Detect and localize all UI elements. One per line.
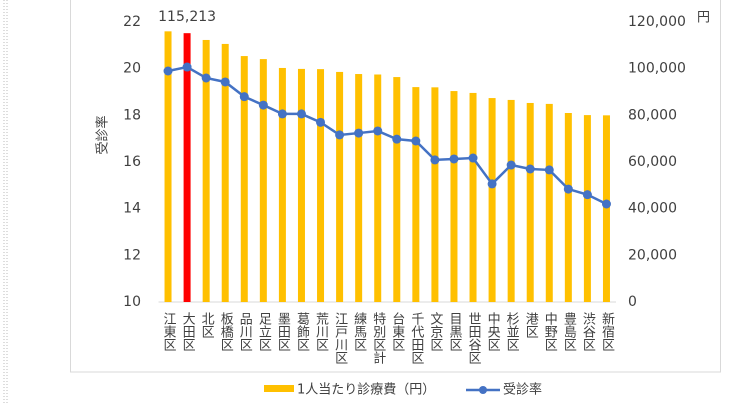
bar <box>545 103 553 303</box>
y2-tick-label: 60,000 <box>628 154 677 170</box>
x-tick-label: 世田谷区 <box>466 312 482 364</box>
x-tick-label: 豊島区 <box>561 312 577 351</box>
x-tick-label: 品川区 <box>237 312 253 351</box>
line-marker <box>277 109 287 119</box>
legend-swatch <box>264 385 294 392</box>
bar <box>259 59 267 302</box>
x-tick-label: 渋谷区 <box>580 312 596 351</box>
line-marker <box>373 126 383 136</box>
y2-tick-label: 0 <box>628 294 637 310</box>
bar <box>164 31 172 302</box>
x-tick-label: 板橋区 <box>218 312 234 351</box>
x-tick-label: 墨田区 <box>275 312 291 351</box>
bar <box>488 98 496 302</box>
bar <box>431 87 439 302</box>
line-marker <box>411 136 421 146</box>
line-marker <box>354 128 364 138</box>
bar <box>393 77 401 302</box>
y2-tick-label: 100,000 <box>628 61 686 77</box>
y2-unit: 円 <box>697 11 710 26</box>
bar <box>526 102 534 302</box>
line-marker <box>220 77 230 87</box>
legend-label: 1人当たり診療費（円） <box>297 382 435 398</box>
x-tick-label: 台東区 <box>389 312 405 351</box>
y2-tick-label: 80,000 <box>628 107 677 123</box>
x-tick-label: 練馬区 <box>351 312 367 351</box>
x-tick-label: 港区 <box>523 312 539 338</box>
bar <box>564 113 572 302</box>
line-marker <box>258 100 268 110</box>
line-marker <box>392 134 402 144</box>
y-tick-label: 16 <box>123 154 141 170</box>
y2-tick-label: 40,000 <box>628 201 677 217</box>
y-tick-label: 14 <box>123 201 141 217</box>
line-marker <box>239 92 249 102</box>
x-tick-label: 荒川区 <box>313 312 329 351</box>
x-tick-label: 中央区 <box>485 312 501 351</box>
bar <box>317 69 325 302</box>
line-marker <box>601 199 611 209</box>
bar <box>183 33 191 302</box>
x-tick-label: 文京区 <box>427 312 443 351</box>
x-tick-label: 杉並区 <box>504 312 520 351</box>
y2-tick-label: 20,000 <box>628 247 677 263</box>
x-tick-label: 目黒区 <box>446 312 462 351</box>
y-tick-label: 12 <box>123 247 141 263</box>
bar <box>507 99 515 302</box>
y-tick-label: 20 <box>123 61 141 77</box>
bar <box>583 115 591 302</box>
line-marker <box>182 62 192 72</box>
line-marker <box>449 154 459 164</box>
x-tick-label: 千代田区 <box>408 312 424 364</box>
line-marker <box>506 160 516 170</box>
x-tick-label: 葛飾区 <box>294 312 310 351</box>
line-marker <box>316 117 326 127</box>
x-tick-label: 江戸川区 <box>332 312 348 364</box>
bar <box>221 43 229 302</box>
x-tick-label: 足立区 <box>256 312 272 351</box>
bar <box>240 56 248 302</box>
x-tick-label: 特別区計 <box>370 312 386 364</box>
data-label: 115,213 <box>158 9 216 25</box>
line-marker <box>296 109 306 119</box>
legend-swatch <box>479 386 487 394</box>
bar <box>412 87 420 302</box>
line <box>167 65 608 206</box>
line-marker <box>201 73 211 83</box>
x-tick-label: 新宿区 <box>599 311 615 351</box>
line-marker <box>563 184 573 194</box>
line-marker <box>468 153 478 163</box>
legend-label: 受診率 <box>503 382 542 398</box>
x-tick-label: 北区 <box>199 312 215 338</box>
y-tick-label: 18 <box>123 107 141 123</box>
x-tick-label: 大田区 <box>180 312 196 351</box>
line-marker <box>544 165 554 175</box>
line-marker <box>163 66 173 76</box>
bar <box>355 74 363 303</box>
bar <box>469 92 477 302</box>
bar <box>336 71 344 302</box>
bar <box>297 68 305 303</box>
line-marker <box>487 179 497 189</box>
x-tick-label: 江東区 <box>161 312 177 351</box>
bar <box>278 67 286 302</box>
line-marker <box>582 190 592 200</box>
y-tick-label: 10 <box>123 294 141 310</box>
bar <box>602 115 610 302</box>
x-tick-label: 中野区 <box>542 312 558 351</box>
y-axis-title: 受診率 <box>95 115 111 154</box>
line-marker <box>335 130 345 140</box>
bar <box>450 91 458 302</box>
line-marker <box>430 155 440 165</box>
chart-frame <box>70 0 721 373</box>
y2-tick-label: 120,000 <box>628 14 686 30</box>
y-tick-label: 22 <box>123 14 141 30</box>
bar <box>374 74 382 302</box>
bar <box>202 39 210 302</box>
line-marker <box>525 164 535 174</box>
